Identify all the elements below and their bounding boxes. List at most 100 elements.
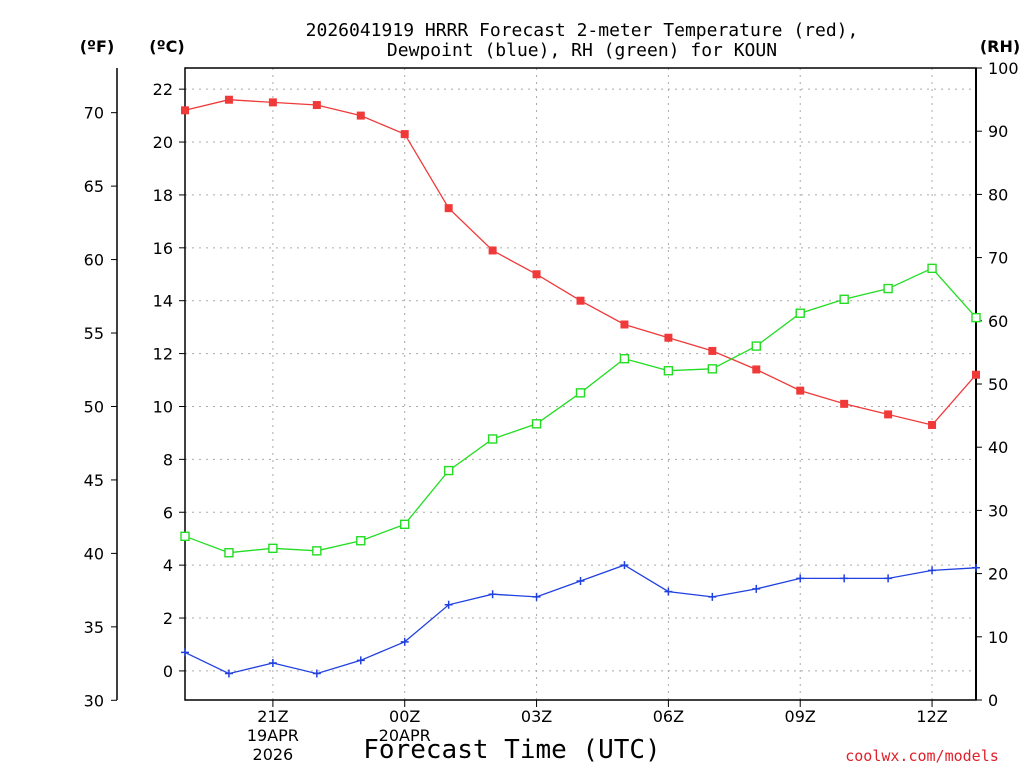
- fahrenheit-tick-label: 35: [84, 618, 104, 637]
- temperature-marker: [532, 270, 541, 279]
- dewpoint-marker: [488, 590, 497, 599]
- celsius-tick-label: 0: [163, 662, 173, 681]
- rh-tick-label: 70: [988, 249, 1008, 268]
- rh-marker: [927, 263, 937, 274]
- fahrenheit-tick-label: 70: [84, 104, 104, 123]
- fahrenheit-tick-label: 65: [84, 177, 104, 196]
- dewpoint-marker: [400, 637, 409, 646]
- temperature-marker: [356, 111, 365, 120]
- fahrenheit-tick-label: 40: [84, 544, 104, 563]
- chart-title-line2: Dewpoint (blue), RH (green) for KOUN: [387, 40, 777, 61]
- x-tick-date-label: 20APR: [379, 726, 431, 745]
- rh-series: [180, 263, 981, 558]
- celsius-tick-label: 4: [163, 556, 173, 575]
- dewpoint-series: [181, 561, 980, 678]
- rh-marker: [795, 308, 805, 318]
- celsius-tick-label: 22: [153, 80, 173, 99]
- rh-tick-label: 80: [988, 185, 1008, 204]
- temperature-marker: [620, 320, 629, 329]
- tick-labels: 0 2 4 6 8 10 12 14 16 18 20 22 30 35 40 45 50 55 60 65 70 0 10…: [84, 59, 1019, 764]
- rh-unit-label: (RH): [980, 37, 1020, 56]
- dewpoint-marker: [664, 587, 673, 596]
- rh-marker: [663, 366, 674, 376]
- rh-marker: [487, 434, 498, 444]
- rh-marker: [707, 364, 718, 374]
- x-tick-label: 03Z: [521, 707, 552, 726]
- rh-marker: [619, 354, 630, 364]
- x-tick-label: 09Z: [785, 707, 816, 726]
- celsius-tick-label: 14: [153, 292, 173, 311]
- rh-tick-label: 20: [988, 565, 1008, 584]
- temperature-marker: [972, 370, 980, 379]
- rh-marker: [224, 548, 234, 558]
- chart-title-line1: 2026041919 HRRR Forecast 2-meter Tempera…: [306, 20, 859, 41]
- dewpoint-marker: [268, 658, 277, 667]
- axes: [111, 67, 982, 707]
- temperature-marker: [752, 365, 761, 374]
- x-tick-date-label: 19APR: [247, 726, 299, 745]
- temperature-marker: [268, 98, 277, 107]
- rh-tick-label: 60: [988, 312, 1008, 331]
- rh-tick-label: 10: [988, 628, 1008, 647]
- celsius-tick-label: 8: [163, 450, 173, 469]
- rh-marker: [751, 341, 761, 351]
- x-tick-label: 00Z: [389, 707, 420, 726]
- fahrenheit-tick-label: 30: [84, 691, 104, 710]
- dewpoint-marker: [224, 669, 233, 678]
- dewpoint-marker: [752, 584, 761, 593]
- celsius-tick-label: 18: [153, 186, 173, 205]
- data-series: [180, 95, 981, 678]
- dewpoint-marker: [312, 669, 321, 678]
- fahrenheit-tick-label: 45: [84, 471, 104, 490]
- temperature-marker: [884, 410, 893, 419]
- rh-marker: [971, 312, 981, 323]
- celsius-tick-label: 16: [153, 239, 173, 258]
- celsius-tick-label: 10: [153, 397, 173, 416]
- temperature-marker: [928, 420, 937, 429]
- dewpoint-marker: [840, 574, 849, 583]
- dewpoint-marker: [928, 566, 937, 575]
- celsius-tick-label: 20: [153, 133, 173, 152]
- x-axis-label: Forecast Time (UTC): [363, 735, 660, 765]
- temperature-marker: [664, 333, 673, 342]
- rh-tick-label: 30: [988, 501, 1008, 520]
- dewpoint-marker: [620, 561, 629, 570]
- dewpoint-marker: [884, 574, 893, 583]
- x-tick-year-label: 2026: [253, 745, 294, 764]
- dewpoint-marker: [972, 563, 980, 572]
- fahrenheit-unit-label: (ºF): [80, 37, 115, 56]
- rh-tick-label: 40: [988, 438, 1008, 457]
- dewpoint-marker: [708, 592, 717, 601]
- temperature-marker: [312, 101, 321, 110]
- temperature-marker: [840, 399, 849, 408]
- celsius-unit-label: (ºC): [149, 37, 184, 56]
- temperature-marker: [796, 386, 805, 395]
- dewpoint-marker: [356, 656, 365, 665]
- rh-marker: [839, 294, 849, 305]
- rh-marker: [356, 536, 366, 546]
- rh-tick-label: 50: [988, 375, 1008, 394]
- dewpoint-marker: [444, 600, 453, 609]
- x-tick-label: 12Z: [916, 707, 947, 726]
- rh-marker: [268, 543, 278, 554]
- rh-marker: [400, 519, 410, 530]
- rh-marker: [443, 465, 454, 476]
- temperature-marker: [576, 296, 585, 305]
- x-tick-label: 06Z: [653, 707, 684, 726]
- dewpoint-marker: [576, 577, 585, 586]
- celsius-tick-label: 12: [153, 345, 173, 364]
- dewpoint-marker: [532, 592, 541, 601]
- rh-tick-label: 90: [988, 122, 1008, 141]
- dewpoint-marker: [181, 648, 189, 657]
- rh-marker: [531, 419, 542, 429]
- temperature-series: [181, 95, 980, 429]
- rh-tick-label: 100: [988, 59, 1019, 78]
- temperature-marker: [224, 95, 233, 104]
- rh-marker: [312, 546, 322, 556]
- temperature-marker: [708, 346, 717, 355]
- temperature-marker: [488, 246, 497, 255]
- rh-marker: [575, 388, 586, 398]
- fahrenheit-tick-label: 50: [84, 397, 104, 416]
- temperature-marker: [181, 106, 189, 115]
